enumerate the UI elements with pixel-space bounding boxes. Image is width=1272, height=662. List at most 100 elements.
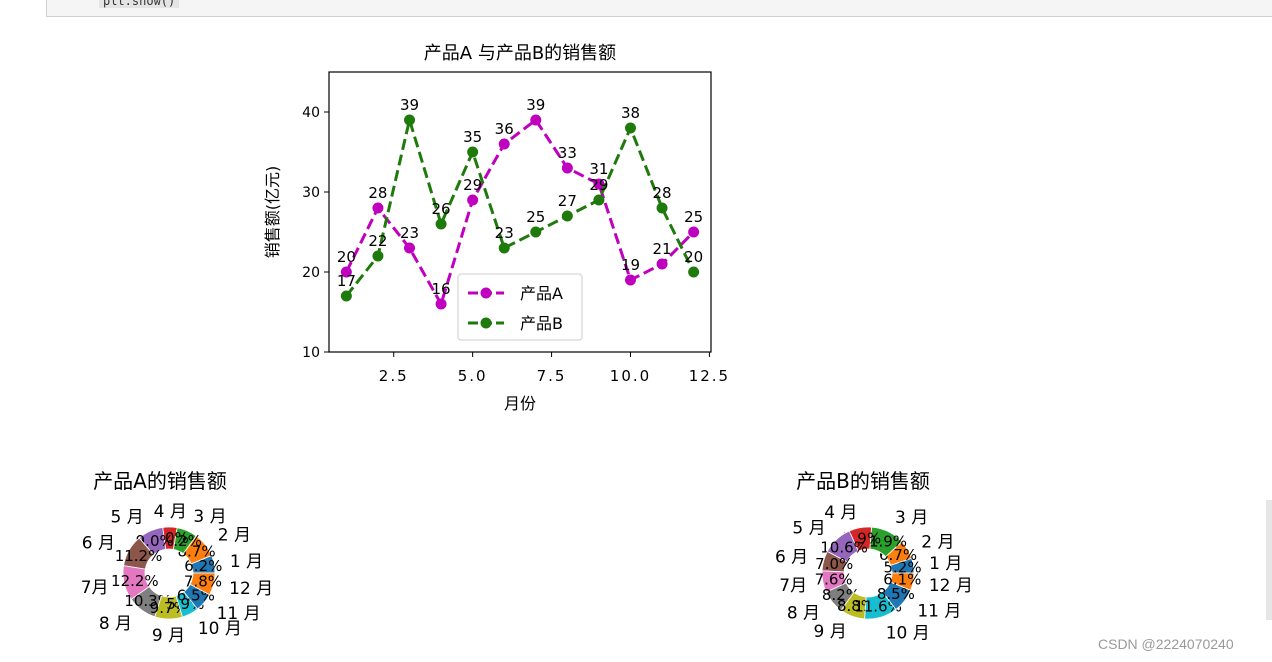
pie-month-label: 2 月 bbox=[921, 532, 954, 552]
y-tick-label: 30 bbox=[302, 185, 320, 201]
data-label: 36 bbox=[495, 120, 514, 138]
pie-percent-label: 11.9% bbox=[859, 532, 907, 550]
watermark: CSDN @2224070240 bbox=[1098, 636, 1234, 652]
pie-percent-label: 7.0% bbox=[815, 555, 853, 573]
pie-percent-label: 6.1% bbox=[883, 571, 921, 589]
pie-percent-label: 10.6% bbox=[820, 538, 868, 556]
data-label: 19 bbox=[621, 256, 640, 274]
data-point bbox=[498, 138, 510, 150]
pie-month-label: 7月 bbox=[779, 576, 807, 596]
pie-month-label: 12 月 bbox=[929, 576, 973, 596]
pie-title-b: 产品B的销售额 bbox=[796, 469, 930, 493]
x-tick-label: 2.5 bbox=[379, 367, 409, 385]
data-point bbox=[593, 178, 605, 190]
data-point bbox=[467, 146, 479, 158]
data-point bbox=[340, 266, 352, 278]
data-point bbox=[561, 210, 573, 222]
legend-label: 产品A bbox=[520, 284, 563, 303]
data-point bbox=[624, 274, 636, 286]
data-point bbox=[561, 162, 573, 174]
pie-month-label: 10 月 bbox=[886, 623, 930, 643]
data-label: 39 bbox=[526, 96, 545, 114]
data-label: 23 bbox=[495, 224, 514, 242]
pie-month-label: 4 月 bbox=[824, 503, 857, 523]
pie-month-label: 5 月 bbox=[110, 507, 143, 527]
data-label: 25 bbox=[684, 208, 703, 226]
pie-month-label: 5 月 bbox=[792, 519, 825, 539]
data-point bbox=[624, 122, 636, 134]
series-line-a bbox=[345, 117, 695, 308]
data-point bbox=[372, 250, 384, 262]
data-label: 23 bbox=[400, 224, 419, 242]
pie-month-label: 4 月 bbox=[154, 502, 187, 522]
data-label: 29 bbox=[589, 176, 608, 194]
x-axis-label: 月份 bbox=[504, 394, 536, 413]
notebook-cell[interactable]: plt.show() bbox=[46, 0, 1272, 17]
data-label: 31 bbox=[589, 160, 608, 178]
pie-month-label: 7月 bbox=[81, 578, 109, 598]
pie-month-label: 3 月 bbox=[193, 507, 226, 527]
x-tick-label: 12.5 bbox=[689, 367, 730, 385]
data-label: 20 bbox=[337, 248, 356, 266]
data-label: 35 bbox=[463, 128, 482, 146]
data-point bbox=[656, 202, 668, 214]
scrollbar-edge[interactable] bbox=[1266, 500, 1272, 620]
data-point bbox=[530, 226, 542, 238]
data-label: 28 bbox=[653, 184, 672, 202]
pie-month-label: 1 月 bbox=[929, 554, 962, 574]
data-point bbox=[530, 114, 542, 126]
pie-month-label: 9 月 bbox=[814, 622, 847, 642]
pie-month-label: 6 月 bbox=[775, 548, 808, 568]
data-label: 20 bbox=[684, 248, 703, 266]
pie-month-label: 8 月 bbox=[787, 603, 820, 623]
y-tick-label: 40 bbox=[302, 105, 320, 121]
chart-title: 产品A 与产品B的销售额 bbox=[424, 43, 616, 64]
legend-marker bbox=[480, 287, 492, 299]
y-axis-label: 销售额(亿元) bbox=[263, 166, 282, 259]
pie-month-label: 6 月 bbox=[82, 534, 115, 554]
data-label: 29 bbox=[463, 176, 482, 194]
pie-month-label: 8 月 bbox=[99, 614, 132, 634]
data-point bbox=[498, 242, 510, 254]
pie-slice bbox=[889, 572, 915, 591]
pie-month-label: 1 月 bbox=[230, 552, 263, 572]
pie-percent-label: 12.2% bbox=[111, 572, 159, 590]
series-line-b bbox=[345, 114, 695, 297]
y-tick-label: 10 bbox=[302, 345, 320, 361]
x-tick-label: 7.5 bbox=[537, 367, 567, 385]
data-point bbox=[404, 114, 416, 126]
pie-title-a: 产品A的销售额 bbox=[93, 469, 227, 493]
pie-month-label: 11 月 bbox=[217, 604, 261, 624]
data-point bbox=[688, 226, 700, 238]
data-label: 16 bbox=[432, 280, 451, 298]
data-point bbox=[467, 194, 479, 206]
data-point bbox=[372, 202, 384, 214]
pie-month-label: 9 月 bbox=[152, 626, 185, 646]
data-point bbox=[435, 218, 447, 230]
legend-marker bbox=[480, 317, 492, 329]
pie-percent-label: 11.2% bbox=[115, 547, 163, 565]
data-label: 22 bbox=[368, 232, 387, 250]
x-tick-label: 10.0 bbox=[610, 367, 651, 385]
data-label: 33 bbox=[558, 144, 577, 162]
data-point bbox=[688, 266, 700, 278]
data-point bbox=[340, 290, 352, 302]
pie-month-label: 3 月 bbox=[895, 508, 928, 528]
data-point bbox=[656, 258, 668, 270]
data-label: 38 bbox=[621, 104, 640, 122]
pie-month-label: 12 月 bbox=[229, 579, 273, 599]
pie-month-label: 11 月 bbox=[917, 602, 961, 622]
data-point bbox=[435, 298, 447, 310]
x-tick-label: 5.0 bbox=[458, 367, 488, 385]
data-point bbox=[593, 194, 605, 206]
data-label: 28 bbox=[368, 184, 387, 202]
data-label: 26 bbox=[432, 200, 451, 218]
pie-month-label: 2 月 bbox=[218, 526, 251, 546]
pie-percent-label: 8.5% bbox=[877, 585, 915, 603]
legend-label: 产品B bbox=[520, 314, 563, 333]
pie-month-label: 10 月 bbox=[198, 619, 242, 639]
data-label: 17 bbox=[337, 272, 356, 290]
pie-percent-label: 7.8% bbox=[184, 573, 222, 591]
pie-slice bbox=[189, 572, 216, 596]
